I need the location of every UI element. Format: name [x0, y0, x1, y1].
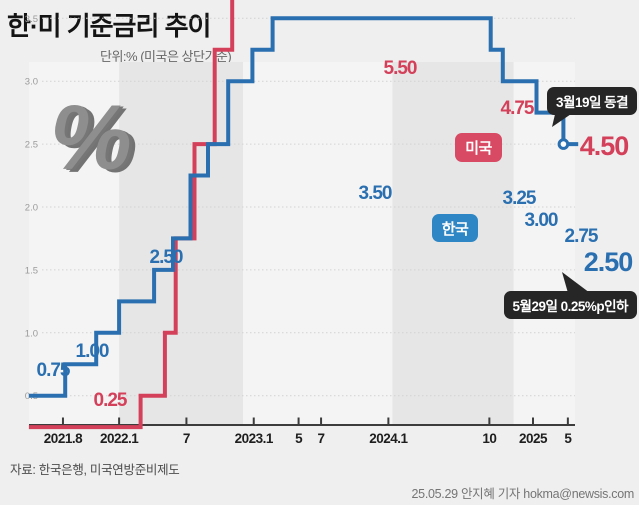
- value-label-kr-3.25: 3.25: [503, 188, 537, 209]
- data-source-note: 자료: 한국은행, 미국연방준비제도: [10, 463, 180, 477]
- year-band-0: [119, 62, 243, 425]
- rate-line-us: [28, 0, 235, 430]
- x-axis-label-7: 7: [318, 431, 325, 446]
- value-label-us-4.75: 4.75: [501, 98, 535, 119]
- x-axis-label-7: 7: [183, 431, 190, 446]
- x-axis-label-2024.1: 2024.1: [369, 431, 408, 446]
- x-axis-label-5: 5: [295, 431, 303, 446]
- callout-us-freeze: 3월19일 동결: [547, 87, 637, 115]
- rate-line-kr: [28, 16, 579, 398]
- legend-badge-korea: 한국: [432, 214, 478, 242]
- value-label-kr-3.00: 3.00: [525, 210, 558, 231]
- decision-marker-kr: [557, 138, 570, 150]
- y-axis-label-2.5: 2.5: [25, 140, 38, 151]
- x-axis-label-5: 5: [564, 431, 572, 446]
- y-axis-label-3.5: 3.5: [25, 14, 38, 25]
- y-axis-label-1.0: 1.0: [25, 328, 38, 339]
- page-title: 한·미 기준금리 추이: [7, 11, 211, 41]
- x-axis-label-2025: 2025: [519, 431, 548, 446]
- year-band-1: [392, 62, 514, 425]
- value-label-kr-2.50: 2.50: [584, 247, 633, 277]
- percent-watermark-icon: %: [50, 87, 132, 189]
- y-axis-label-2.0: 2.0: [25, 203, 38, 214]
- x-axis-label-10: 10: [482, 431, 496, 446]
- value-label-kr-2.50: 2.50: [150, 247, 183, 268]
- byline-credit: 25.05.29 안지혜 기자 hokma@newsis.com: [411, 487, 635, 501]
- y-axis-label-3.0: 3.0: [25, 77, 38, 88]
- value-label-us-0.25: 0.25: [94, 390, 128, 411]
- callout-tail-kr: [562, 272, 590, 293]
- callout-korea-cut: 5월29일 0.25%p인하: [503, 291, 637, 319]
- value-label-kr-3.50: 3.50: [359, 183, 392, 204]
- x-axis-label-2021.8: 2021.8: [44, 431, 83, 446]
- value-label-us-4.50: 4.50: [580, 131, 629, 161]
- value-label-kr-1.00: 1.00: [76, 341, 109, 362]
- value-label-us-5.50: 5.50: [384, 58, 417, 79]
- y-axis-label-1.5: 1.5: [25, 265, 38, 276]
- value-label-kr-0.75: 0.75: [37, 360, 71, 381]
- legend-badge-us: 미국: [455, 133, 502, 162]
- chart-unit-note: 단위:% (미국은 상단기준): [100, 49, 232, 64]
- x-axis-label-2023.1: 2023.1: [235, 431, 274, 446]
- value-label-kr-2.75: 2.75: [565, 226, 599, 247]
- x-axis-label-2022.1: 2022.1: [100, 431, 139, 446]
